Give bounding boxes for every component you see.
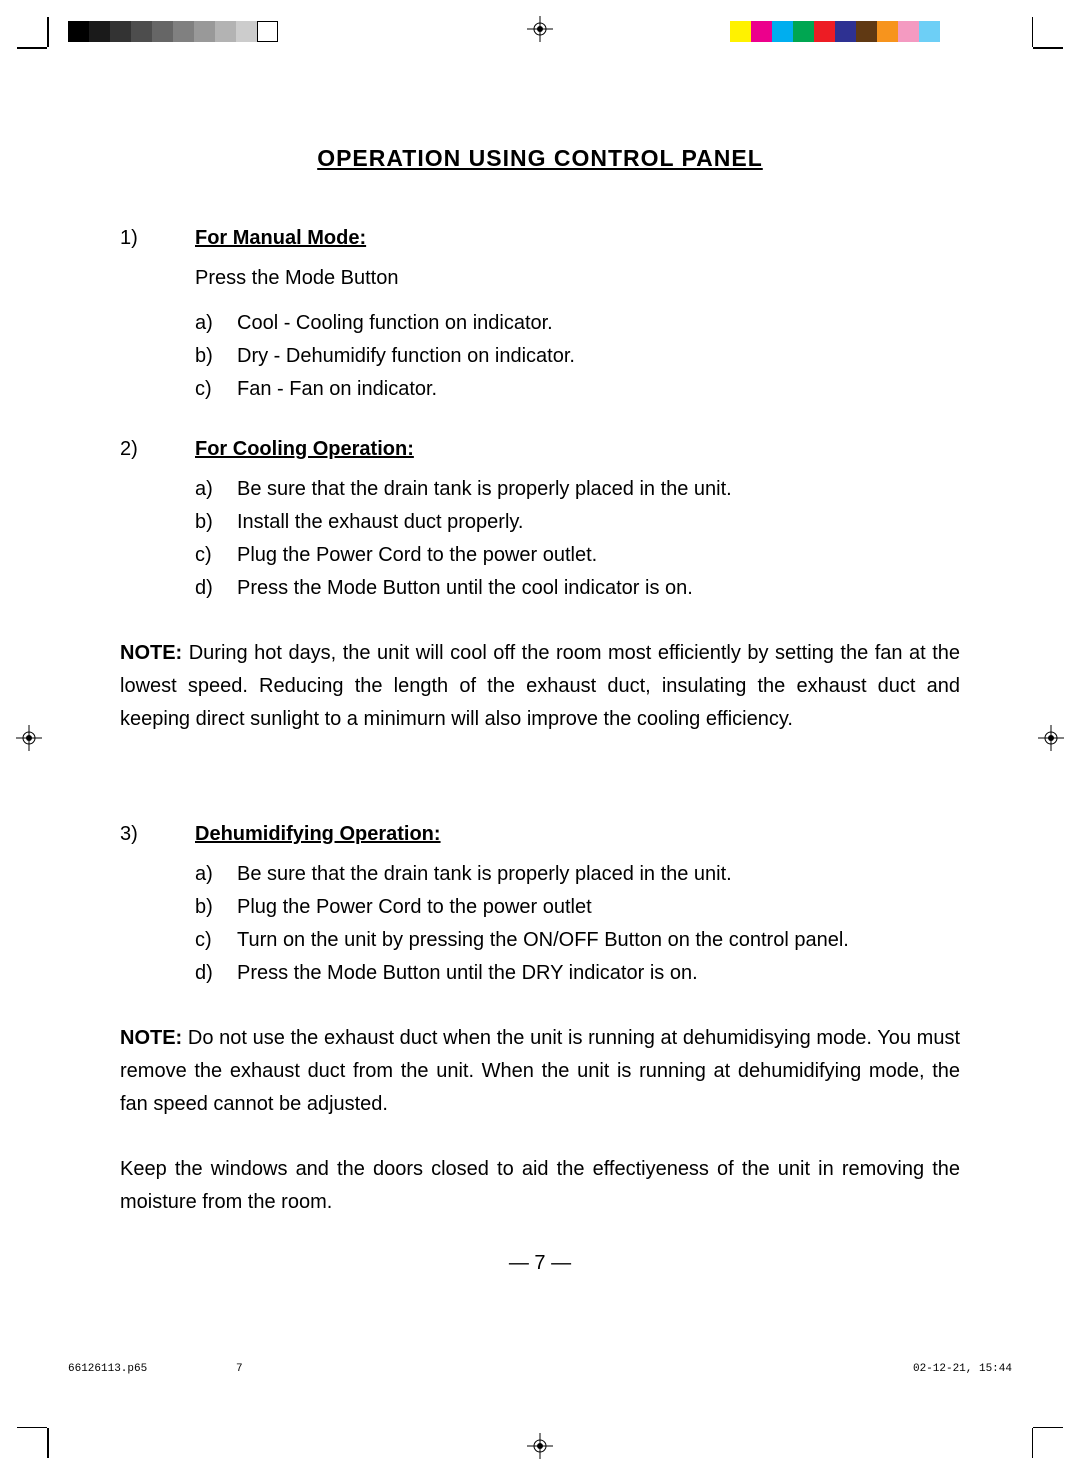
section-intro: Press the Mode Button <box>195 262 960 295</box>
section-number: 3) <box>120 823 195 846</box>
item-text: Press the Mode Button until the DRY indi… <box>237 957 698 990</box>
item-text: Plug the Power Cord to the power outlet. <box>237 539 597 572</box>
list-item: b)Plug the Power Cord to the power outle… <box>195 891 960 924</box>
list-item: a)Cool - Cooling function on indicator. <box>195 307 960 340</box>
print-footer: 66126113.p65 7 02-12-21, 15:44 <box>68 1363 1012 1375</box>
note-block: NOTE: During hot days, the unit will coo… <box>120 637 960 736</box>
crop-mark <box>47 17 49 47</box>
list-item: c)Fan - Fan on indicator. <box>195 373 960 406</box>
registration-mark-icon <box>527 1433 553 1459</box>
item-text: Turn on the unit by pressing the ON/OFF … <box>237 924 849 957</box>
crop-mark <box>1032 17 1034 47</box>
item-text: Be sure that the drain tank is properly … <box>237 858 732 891</box>
section-number: 1) <box>120 227 195 250</box>
section-manual-mode: 1) For Manual Mode: Press the Mode Butto… <box>120 227 960 406</box>
crop-mark <box>1033 1427 1063 1429</box>
page-content: OPERATION USING CONTROL PANEL 1) For Man… <box>120 145 960 1251</box>
note-text: Do not use the exhaust duct when the uni… <box>120 1027 960 1115</box>
section-heading: For Cooling Operation: <box>195 438 414 461</box>
item-letter: d) <box>195 957 237 990</box>
crop-mark <box>1032 1428 1034 1458</box>
note-block: NOTE: Do not use the exhaust duct when t… <box>120 1022 960 1121</box>
item-text: Cool - Cooling function on indicator. <box>237 307 553 340</box>
page-title: OPERATION USING CONTROL PANEL <box>120 145 960 172</box>
item-text: Install the exhaust duct properly. <box>237 506 523 539</box>
item-letter: c) <box>195 373 237 406</box>
item-letter: b) <box>195 891 237 924</box>
item-letter: a) <box>195 858 237 891</box>
footer-page: 7 <box>236 1363 243 1375</box>
footer-filename: 66126113.p65 <box>68 1363 147 1375</box>
registration-mark-icon <box>16 725 42 751</box>
registration-mark-icon <box>527 16 553 42</box>
list-item: c)Plug the Power Cord to the power outle… <box>195 539 960 572</box>
item-text: Plug the Power Cord to the power outlet <box>237 891 592 924</box>
list-item: a)Be sure that the drain tank is properl… <box>195 473 960 506</box>
list-item: c)Turn on the unit by pressing the ON/OF… <box>195 924 960 957</box>
item-letter: d) <box>195 572 237 605</box>
item-letter: a) <box>195 307 237 340</box>
section-heading: For Manual Mode: <box>195 227 366 250</box>
note-label: NOTE: <box>120 1027 182 1049</box>
item-text: Dry - Dehumidify function on indicator. <box>237 340 575 373</box>
list-item: b)Dry - Dehumidify function on indicator… <box>195 340 960 373</box>
footer-timestamp: 02-12-21, 15:44 <box>913 1363 1012 1375</box>
note-label: NOTE: <box>120 642 182 664</box>
closing-paragraph: Keep the windows and the doors closed to… <box>120 1153 960 1219</box>
note-text: During hot days, the unit will cool off … <box>120 642 960 730</box>
crop-mark <box>1033 47 1063 49</box>
list-item: d)Press the Mode Button until the cool i… <box>195 572 960 605</box>
list-item: a)Be sure that the drain tank is properl… <box>195 858 960 891</box>
section-heading: Dehumidifying Operation: <box>195 823 441 846</box>
process-color-bar <box>730 21 940 42</box>
crop-mark <box>17 1427 47 1429</box>
item-letter: a) <box>195 473 237 506</box>
item-letter: c) <box>195 539 237 572</box>
section-number: 2) <box>120 438 195 461</box>
list-item: d)Press the Mode Button until the DRY in… <box>195 957 960 990</box>
item-letter: c) <box>195 924 237 957</box>
item-letter: b) <box>195 506 237 539</box>
crop-mark <box>17 47 47 49</box>
section-dehumidifying-operation: 3) Dehumidifying Operation: a)Be sure th… <box>120 823 960 990</box>
item-text: Press the Mode Button until the cool ind… <box>237 572 693 605</box>
registration-mark-icon <box>1038 725 1064 751</box>
grayscale-color-bar <box>68 21 278 42</box>
page-number: — 7 — <box>509 1252 571 1275</box>
item-text: Be sure that the drain tank is properly … <box>237 473 732 506</box>
section-cooling-operation: 2) For Cooling Operation: a)Be sure that… <box>120 438 960 605</box>
list-item: b)Install the exhaust duct properly. <box>195 506 960 539</box>
item-letter: b) <box>195 340 237 373</box>
item-text: Fan - Fan on indicator. <box>237 373 437 406</box>
crop-mark <box>47 1428 49 1458</box>
